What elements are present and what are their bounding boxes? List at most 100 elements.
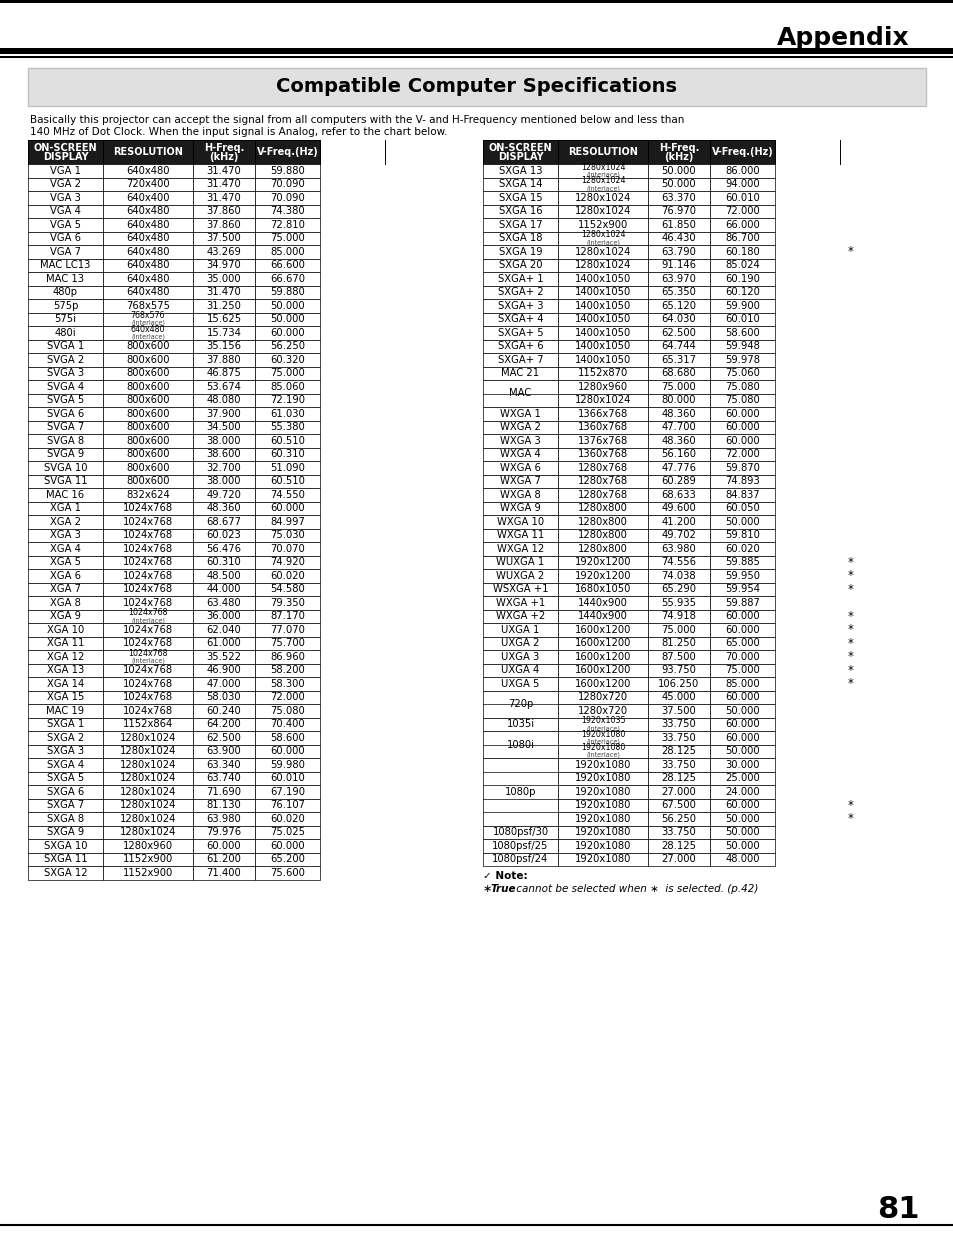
Bar — [558, 704, 647, 718]
Bar — [103, 772, 193, 785]
Text: 27.000: 27.000 — [661, 787, 696, 797]
Text: SXGA+ 1: SXGA+ 1 — [497, 274, 543, 284]
Bar — [28, 811, 103, 825]
Bar — [482, 191, 558, 205]
Bar — [709, 205, 774, 219]
Text: *: * — [847, 651, 853, 663]
Bar — [254, 191, 319, 205]
Text: 1280x1024: 1280x1024 — [120, 787, 176, 797]
Bar — [254, 488, 319, 501]
Text: 67.500: 67.500 — [660, 800, 696, 810]
Bar — [254, 420, 319, 433]
Text: 640x480: 640x480 — [126, 247, 170, 257]
Bar — [193, 704, 254, 718]
Text: SXGA 15: SXGA 15 — [498, 193, 541, 203]
Bar — [193, 299, 254, 312]
Bar — [709, 542, 774, 556]
Text: 49.600: 49.600 — [661, 503, 696, 514]
Text: 38.000: 38.000 — [207, 477, 241, 487]
Bar — [28, 258, 103, 272]
Bar — [254, 799, 319, 811]
Bar — [193, 799, 254, 811]
Bar — [647, 272, 709, 285]
Text: 85.000: 85.000 — [724, 679, 759, 689]
Text: MAC 19: MAC 19 — [47, 705, 85, 716]
Bar — [482, 622, 558, 636]
Bar — [28, 731, 103, 745]
Bar — [647, 191, 709, 205]
Bar — [709, 569, 774, 583]
Text: SXGA 16: SXGA 16 — [498, 206, 541, 216]
Bar — [103, 610, 193, 622]
Text: 1366x768: 1366x768 — [578, 409, 627, 419]
Text: 1360x768: 1360x768 — [578, 422, 627, 432]
Bar — [28, 394, 103, 408]
Bar — [482, 529, 558, 542]
Text: 65.120: 65.120 — [660, 301, 696, 311]
Text: 800x600: 800x600 — [126, 409, 170, 419]
Bar — [103, 839, 193, 852]
Bar — [193, 690, 254, 704]
Text: 64.030: 64.030 — [661, 314, 696, 325]
Bar — [193, 583, 254, 597]
Bar — [193, 420, 254, 433]
Text: 47.000: 47.000 — [207, 679, 241, 689]
Text: 94.000: 94.000 — [724, 179, 759, 189]
Bar — [647, 663, 709, 677]
Bar — [558, 663, 647, 677]
Bar — [103, 852, 193, 866]
Text: VGA 1: VGA 1 — [50, 165, 81, 175]
Bar — [103, 447, 193, 461]
Bar — [28, 636, 103, 650]
Bar — [558, 164, 647, 178]
Bar — [103, 529, 193, 542]
Bar — [28, 758, 103, 772]
Text: SVGA 2: SVGA 2 — [47, 354, 84, 364]
Text: 640x480: 640x480 — [126, 206, 170, 216]
Bar — [709, 420, 774, 433]
Text: 1024x768: 1024x768 — [123, 679, 172, 689]
Bar — [28, 474, 103, 488]
Text: 1920x1080: 1920x1080 — [575, 760, 631, 769]
Bar — [193, 811, 254, 825]
Bar — [709, 650, 774, 663]
Text: 81: 81 — [877, 1195, 919, 1224]
Bar — [28, 610, 103, 622]
Text: V-Freq.(Hz): V-Freq.(Hz) — [256, 147, 318, 157]
Bar — [558, 420, 647, 433]
Text: 35.156: 35.156 — [206, 341, 241, 351]
Text: 28.125: 28.125 — [660, 773, 696, 783]
Text: SVGA 10: SVGA 10 — [44, 463, 87, 473]
Text: VGA 5: VGA 5 — [50, 220, 81, 230]
Text: 1024x768: 1024x768 — [123, 598, 172, 608]
Text: 33.750: 33.750 — [661, 827, 696, 837]
Text: DISPLAY: DISPLAY — [43, 152, 89, 162]
Text: UXGA 2: UXGA 2 — [500, 638, 539, 648]
Text: 33.750: 33.750 — [661, 719, 696, 729]
Bar — [254, 312, 319, 326]
Bar — [254, 852, 319, 866]
Text: SXGA 14: SXGA 14 — [498, 179, 541, 189]
Text: 1280x1024: 1280x1024 — [575, 247, 631, 257]
Bar — [103, 258, 193, 272]
Bar — [193, 745, 254, 758]
Bar — [28, 677, 103, 690]
Bar — [103, 799, 193, 811]
Text: 71.400: 71.400 — [207, 868, 241, 878]
Text: 1440x900: 1440x900 — [578, 611, 627, 621]
Text: 800x600: 800x600 — [126, 382, 170, 391]
Bar — [647, 205, 709, 219]
Bar — [482, 353, 558, 367]
Text: VGA 6: VGA 6 — [50, 233, 81, 243]
Bar — [558, 515, 647, 529]
Text: (kHz): (kHz) — [663, 152, 693, 162]
Bar — [709, 272, 774, 285]
Bar — [647, 542, 709, 556]
Text: SXGA 20: SXGA 20 — [498, 261, 541, 270]
Text: 37.860: 37.860 — [207, 220, 241, 230]
Bar — [647, 785, 709, 799]
Bar — [647, 501, 709, 515]
Bar — [103, 811, 193, 825]
Bar — [709, 285, 774, 299]
Text: SXGA 13: SXGA 13 — [498, 165, 541, 175]
